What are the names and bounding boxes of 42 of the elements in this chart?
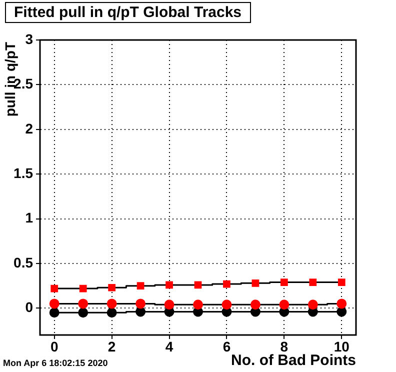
- y-tick-label: 1.5: [14, 164, 34, 181]
- point: [194, 281, 202, 289]
- y-tick-label: 1: [25, 210, 34, 226]
- x-tick-label: 8: [280, 338, 288, 354]
- point: [136, 298, 146, 309]
- x-tick-label: 6: [222, 338, 231, 354]
- y-tick-label: 2: [25, 120, 34, 136]
- point: [222, 300, 232, 310]
- point: [308, 300, 318, 310]
- point: [49, 298, 60, 309]
- point: [79, 284, 87, 292]
- point: [280, 278, 288, 286]
- point: [106, 298, 117, 309]
- point: [50, 284, 58, 292]
- y-tick-label: 0.5: [14, 254, 34, 270]
- chart-title: Fitted pull in q/pT Global Tracks: [5, 2, 251, 23]
- point: [164, 300, 174, 310]
- text: Mon Apr 6 18:02:15 2020: [3, 358, 108, 368]
- point: [252, 279, 260, 287]
- point: [193, 300, 203, 310]
- point: [136, 306, 146, 317]
- point: [250, 300, 260, 310]
- point: [78, 308, 88, 318]
- point: [279, 300, 290, 310]
- point: [223, 280, 230, 288]
- point: [106, 308, 117, 318]
- point: [78, 298, 88, 309]
- x-axis-title: No. of Bad Points: [231, 352, 356, 369]
- point: [309, 278, 317, 286]
- point: [338, 278, 346, 286]
- y-tick-label: 3: [25, 30, 34, 47]
- point: [108, 284, 116, 292]
- point: [136, 282, 144, 290]
- y-tick-label: 2.5: [14, 76, 34, 92]
- y-tick-label: 0: [25, 299, 34, 316]
- x-tick-label: 0: [50, 338, 58, 354]
- point: [166, 281, 173, 289]
- x-tick-label: 2: [108, 338, 116, 354]
- x-tick-label: 4: [165, 338, 174, 354]
- x-tick-label: 10: [334, 338, 350, 354]
- point: [49, 308, 60, 318]
- point: [336, 298, 347, 309]
